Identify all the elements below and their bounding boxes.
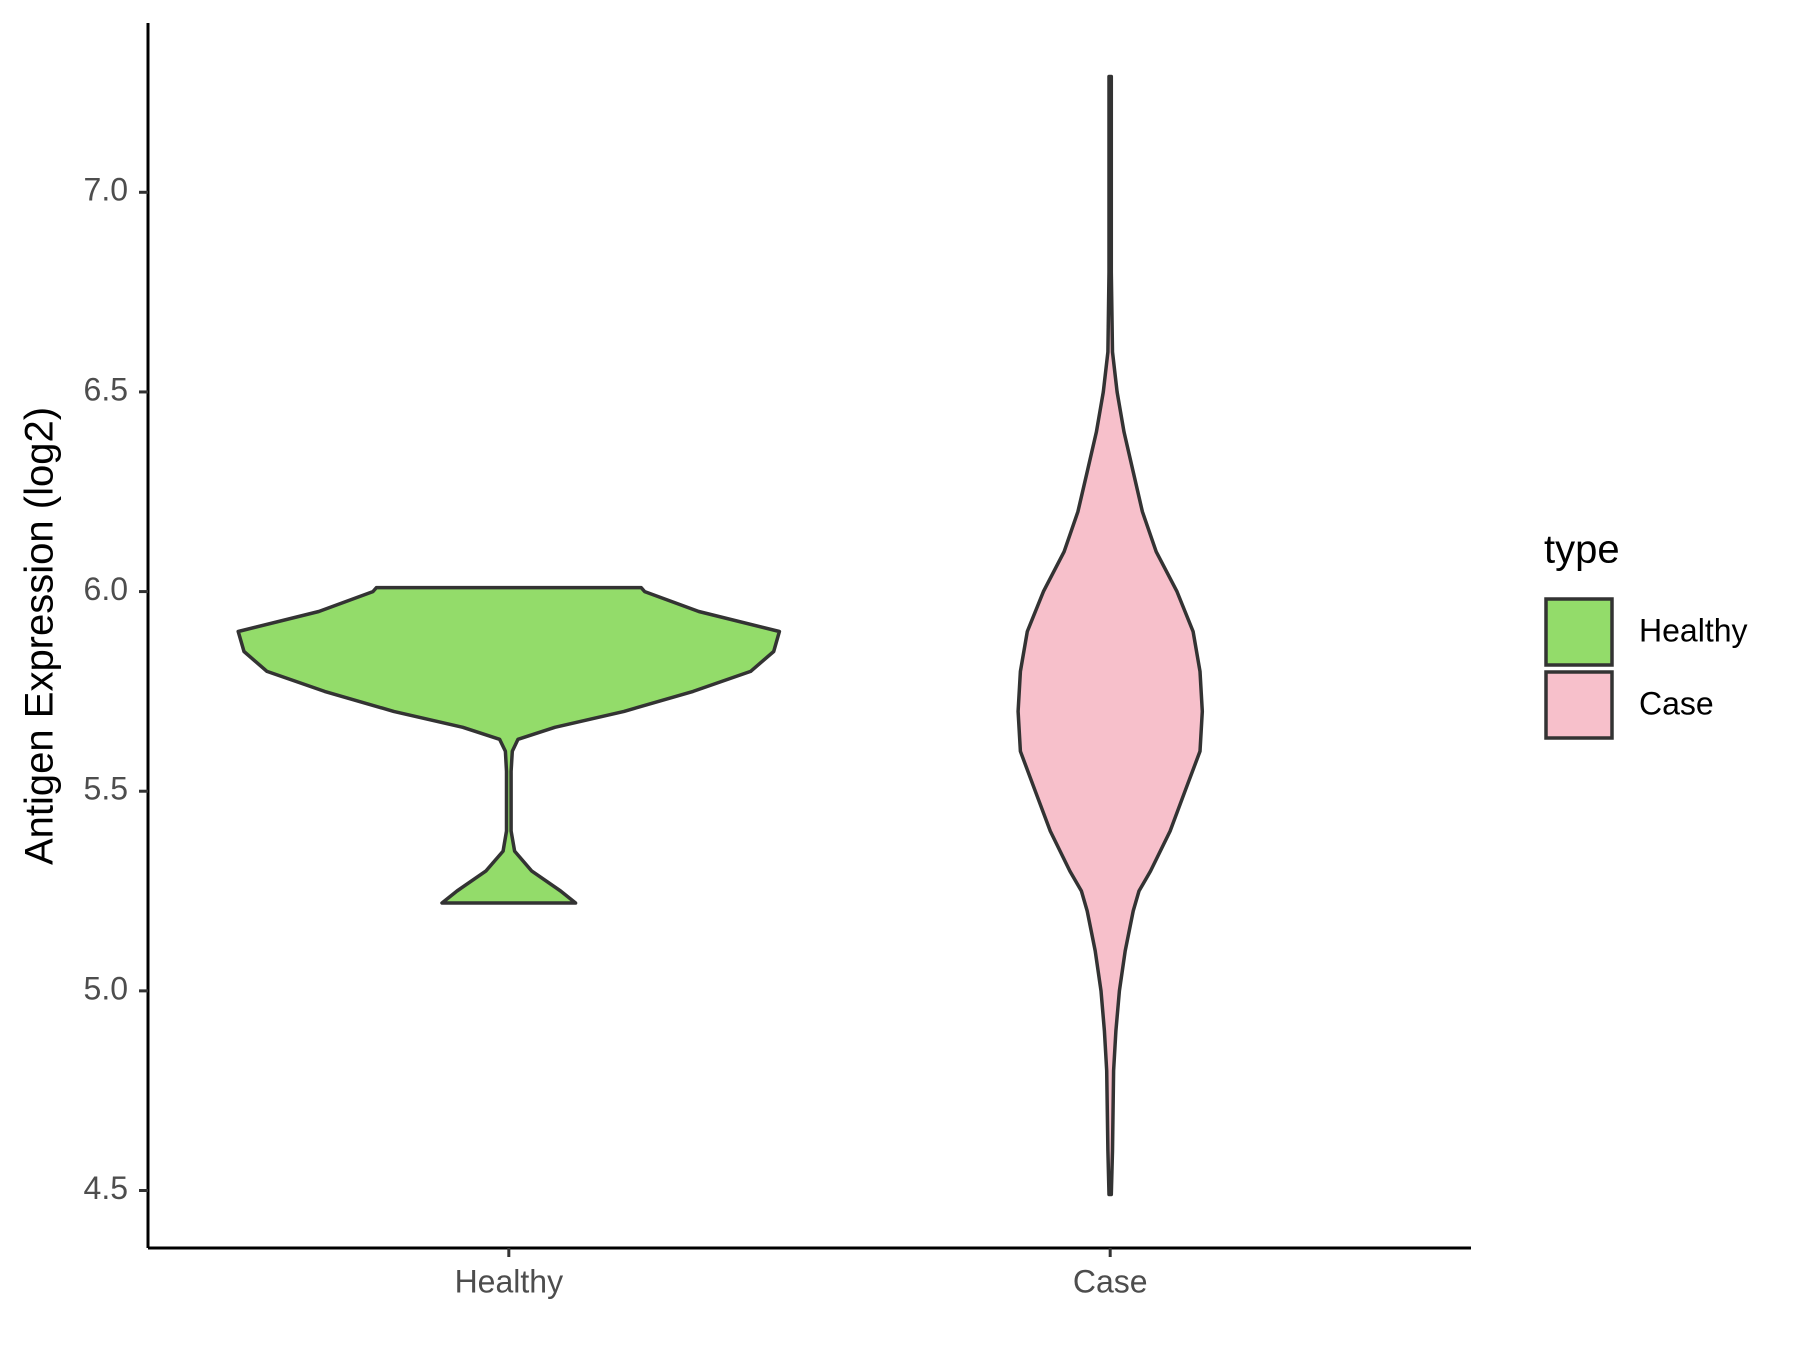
y-tick-label: 4.5: [84, 1170, 128, 1206]
x-tick-label: Healthy: [455, 1263, 564, 1299]
y-tick-label: 6.0: [84, 571, 128, 607]
y-axis-title: Antigen Expression (log2): [18, 407, 62, 865]
y-tick-label: 5.0: [84, 970, 128, 1006]
legend-key: [1544, 670, 1614, 740]
legend-label: Healthy: [1639, 612, 1748, 648]
y-tick-label: 6.5: [84, 371, 128, 407]
y-tick-label: 7.0: [84, 172, 128, 208]
violin: [236, 585, 782, 905]
x-tick-label: Case: [1073, 1263, 1148, 1299]
legend-label: Case: [1639, 685, 1714, 721]
legend-key: [1544, 597, 1614, 667]
violin: [1016, 74, 1205, 1197]
y-tick-label: 5.5: [84, 771, 128, 807]
legend-title: type: [1544, 528, 1620, 572]
